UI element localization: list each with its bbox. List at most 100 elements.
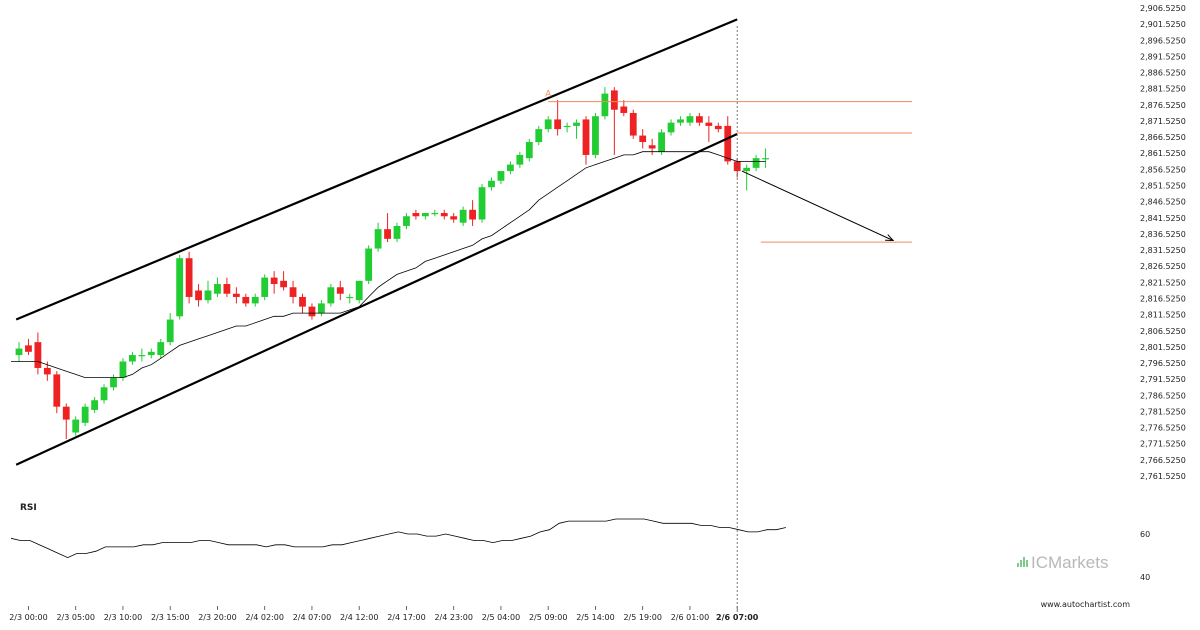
candle [421,213,429,220]
x-tick-label: 2/3 10:00 [104,613,142,622]
candle [232,287,240,304]
candle [752,154,760,172]
candle [289,280,297,304]
candle-body [289,287,297,297]
y-tick-label: 2,891.5250 [1140,52,1186,61]
candle-body [752,158,760,168]
y-tick-label: 2,761.5250 [1140,472,1186,481]
y-tick-label: 2,821.5250 [1140,278,1186,287]
candle-body [582,119,590,155]
candle-body [110,377,117,388]
candle [157,338,165,359]
candle [412,209,420,220]
candle-body [308,306,316,317]
candle [535,125,543,146]
rsi-tick-label: 40 [1140,573,1150,582]
candle-body [204,290,212,301]
candle-body [100,387,108,401]
candle-body [610,90,618,110]
candle-body [214,284,221,294]
y-tick-label: 2,876.5250 [1140,101,1186,110]
candle [214,277,221,297]
candle [525,138,533,162]
candle [403,213,410,230]
candle-body [62,406,70,420]
candle [261,274,269,301]
x-tick-label: 2/3 05:00 [56,613,94,622]
y-tick-label: 2,806.5250 [1140,327,1186,336]
brand-name: ICMarkets [1031,553,1108,572]
y-tick-label: 2,826.5250 [1140,262,1186,271]
x-tick-label: 2/6 01:00 [671,613,709,622]
candle-body [629,112,637,136]
candle [299,293,306,314]
x-tick-label: 2/5 04:00 [482,613,520,622]
candle [563,122,571,133]
candle [242,293,250,307]
y-tick-label: 2,841.5250 [1140,214,1186,223]
candle-body [223,284,231,294]
y-tick-label: 2,771.5250 [1140,440,1186,449]
y-tick-label: 2,776.5250 [1140,424,1186,433]
candle-body [762,158,769,160]
candle-body [497,171,505,181]
candle [620,100,628,117]
candle [554,100,562,136]
forecast-arrow [741,170,894,241]
moving-average-line [11,151,766,378]
source-url: www.autochartist.com [1041,600,1131,609]
candle [34,332,42,375]
candle [714,122,722,133]
candle-body [195,290,202,301]
brand-logo-mark [1017,557,1028,567]
y-tick-label: 2,781.5250 [1140,407,1186,416]
candle-body [384,229,391,239]
candle [384,213,391,243]
candle [677,116,684,126]
candle [743,164,751,191]
y-tick-label: 2,831.5250 [1140,246,1186,255]
candle-body [592,116,599,155]
x-tick-label: 2/4 02:00 [245,613,283,622]
x-axis-ticks: 2/3 00:00 2/3 05:00 2/3 10:00 2/3 15:00 2/3 … [9,606,759,622]
candle [544,116,552,133]
rsi-panel: RSI 60 40 [10,503,1150,582]
y-tick-label: 2,846.5250 [1140,198,1186,207]
x-tick-label: 2/5 19:00 [623,613,661,622]
candle [129,351,136,365]
candle [639,129,647,149]
candle [686,112,694,126]
candle [592,112,599,159]
candle [195,284,202,307]
candle-body [478,187,486,220]
candle [365,245,373,285]
candle [610,87,618,155]
candle-body [421,213,429,217]
candle [431,209,439,217]
rsi-ticks: 60 40 [1140,530,1150,582]
candle [223,277,231,297]
y-tick-label: 2,791.5250 [1140,375,1186,384]
y-tick-label: 2,766.5250 [1140,456,1186,465]
y-tick-label: 2,851.5250 [1140,182,1186,191]
x-tick-label: 2/4 07:00 [293,613,331,622]
candle-body [318,303,325,314]
candle-body [705,122,713,126]
candle [696,112,703,126]
candle [648,138,656,155]
candle [308,303,316,320]
channel-lower-line [15,132,738,466]
candle-body [440,213,448,217]
y-tick-label: 2,866.5250 [1140,133,1186,142]
x-tick-label: 2/4 17:00 [387,613,425,622]
y-tick-label: 2,786.5250 [1140,391,1186,400]
candle-body [639,135,647,143]
candle-body [431,213,439,215]
candle-body [34,342,42,368]
candle-body [232,293,240,297]
candle [469,200,476,226]
candle-body [412,213,420,217]
candle-body [299,296,306,307]
candle [185,251,193,304]
candle [507,161,514,175]
